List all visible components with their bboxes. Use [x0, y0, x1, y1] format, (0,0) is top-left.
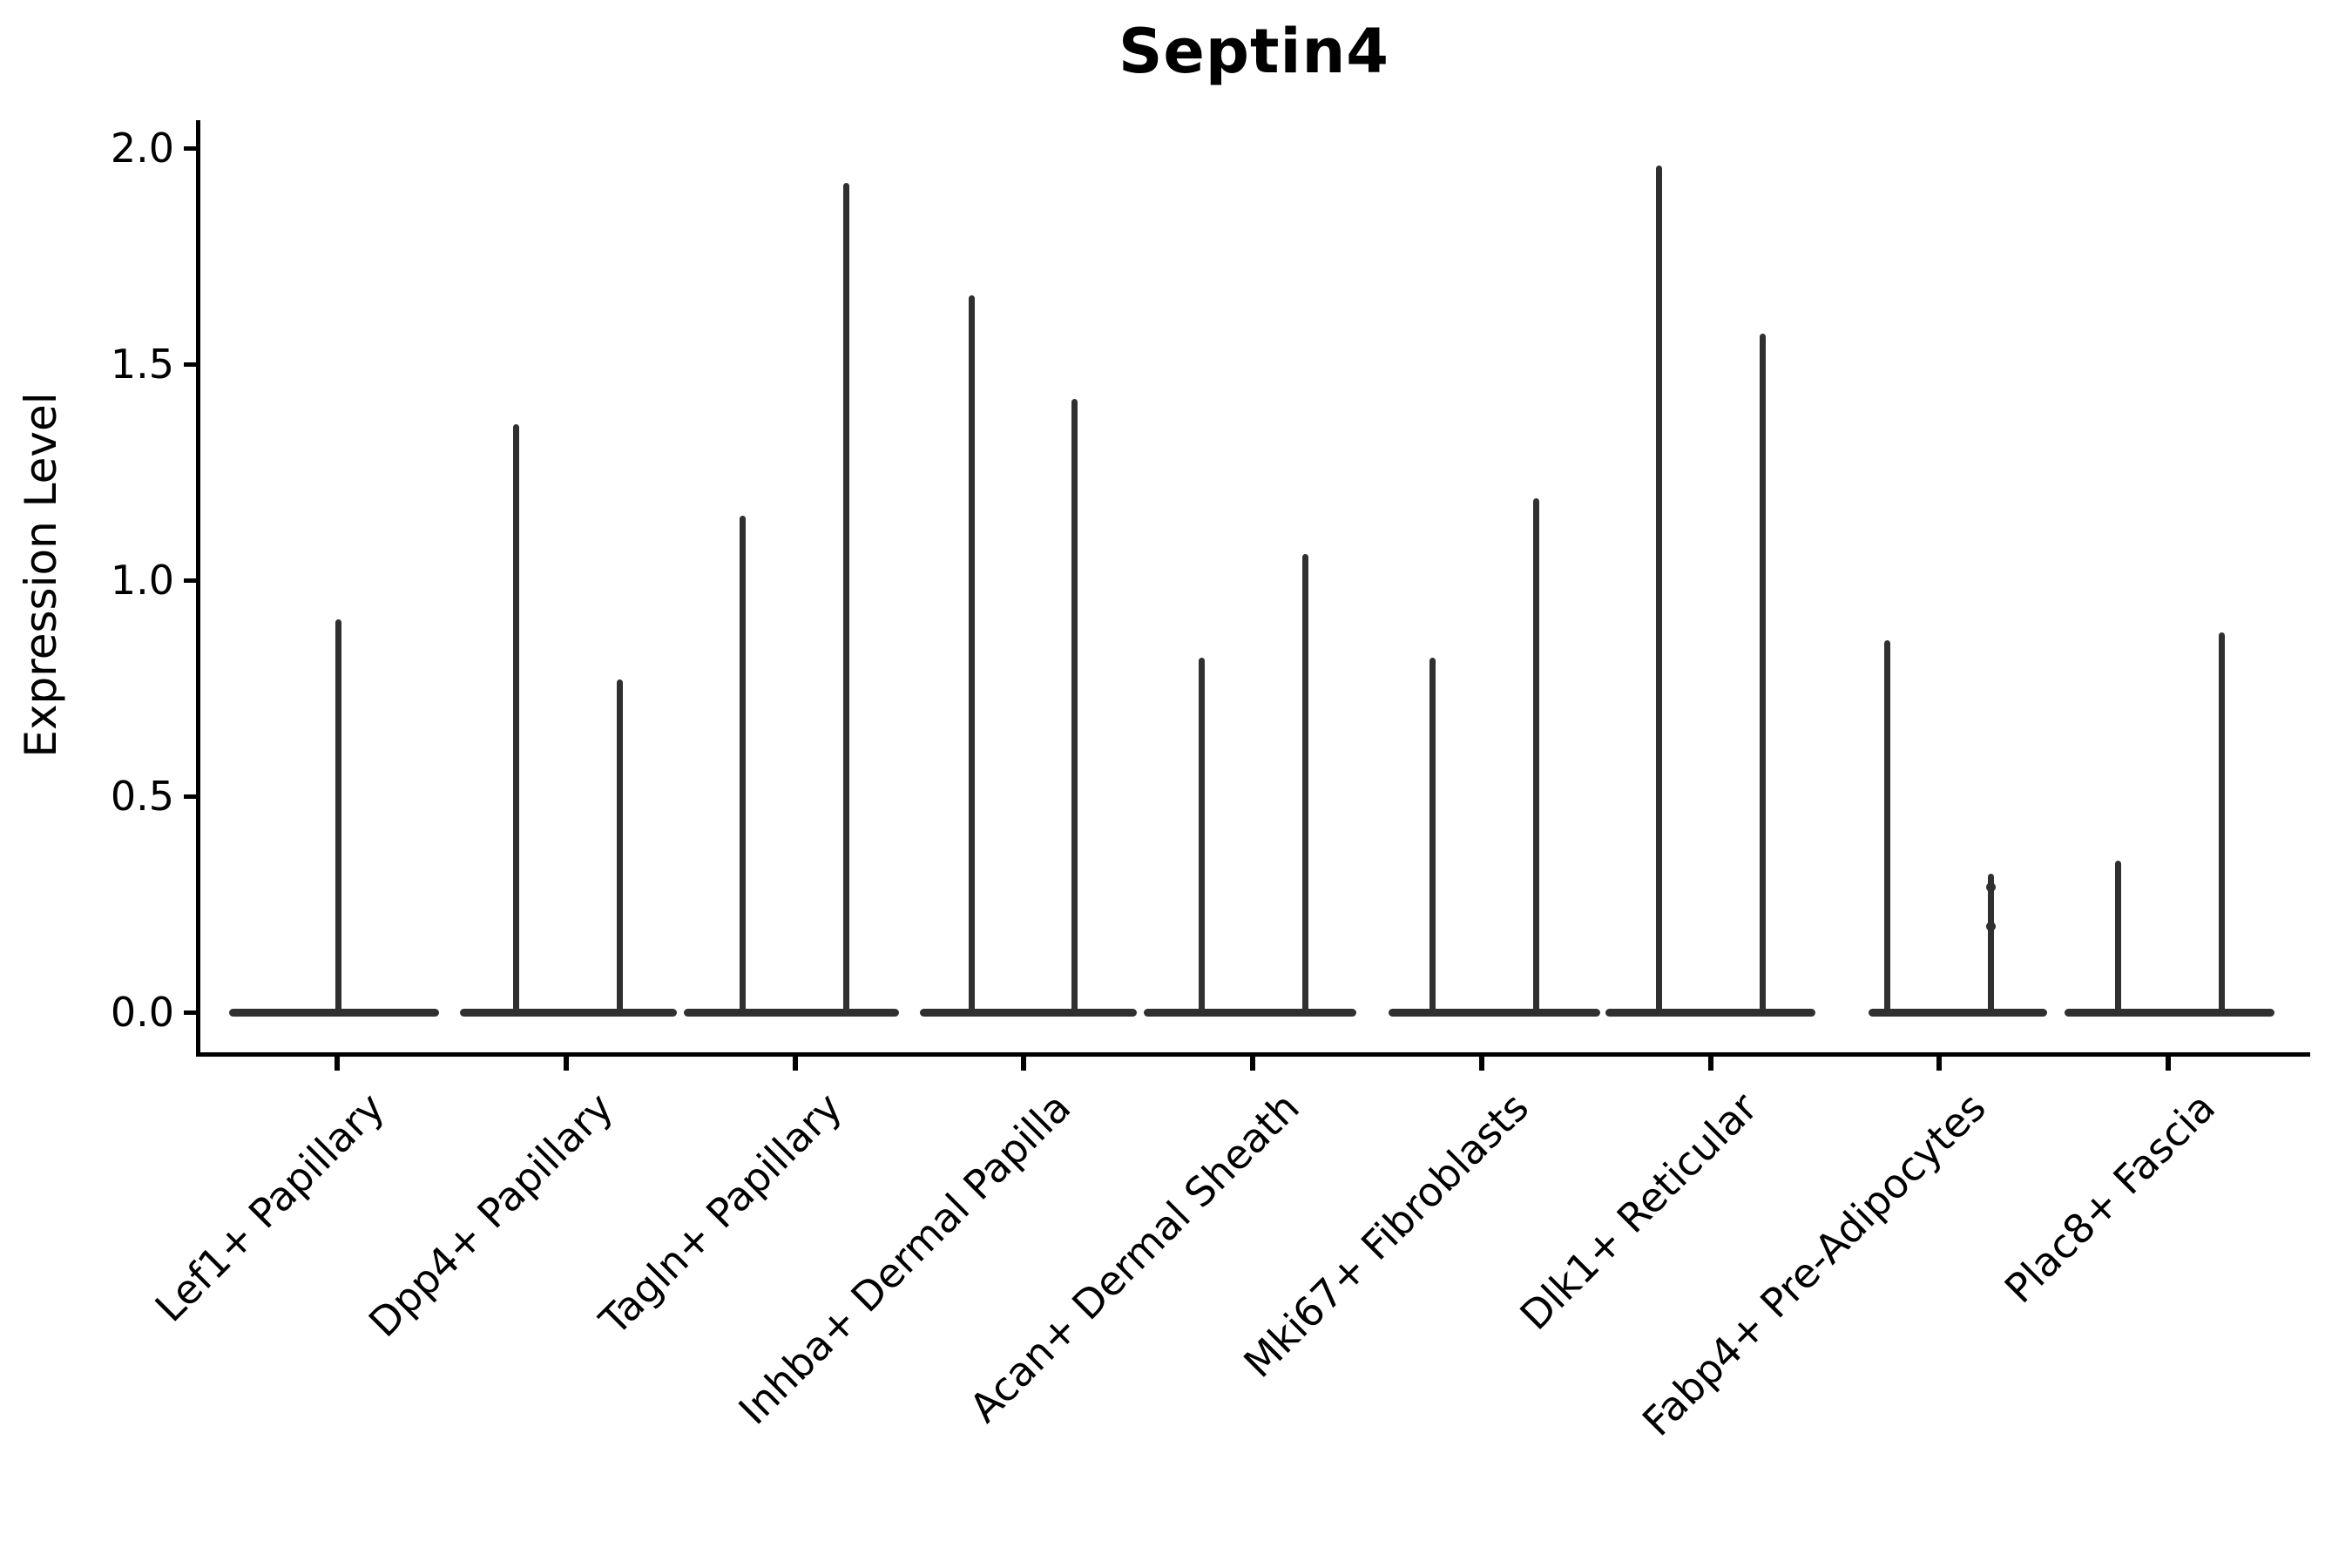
- violin-spike: [1988, 874, 1994, 1016]
- x-tick-label: Tagln+ Papillary: [591, 1083, 852, 1344]
- x-tick-mark: [1479, 1057, 1484, 1071]
- violin-bulge: [1986, 921, 1996, 931]
- y-tick-label: 2.0: [110, 125, 174, 172]
- violin-spike: [1429, 658, 1436, 1016]
- violin-base: [229, 1009, 439, 1017]
- y-tick-label: 1.0: [110, 557, 174, 604]
- x-tick-mark: [1250, 1057, 1255, 1071]
- violin-spike: [513, 424, 519, 1016]
- y-tick-label: 1.5: [110, 341, 174, 388]
- violin-spike: [1884, 640, 1890, 1016]
- violin-base: [1144, 1009, 1356, 1017]
- x-tick-mark: [2166, 1057, 2171, 1071]
- y-tick-mark: [184, 578, 197, 583]
- x-tick-label: Dlk1+ Reticular: [1511, 1083, 1767, 1340]
- violin-spike: [740, 515, 746, 1016]
- y-axis-spine: [196, 120, 200, 1057]
- x-tick-mark: [335, 1057, 340, 1071]
- violin-base: [2065, 1009, 2274, 1017]
- violin-spike: [843, 182, 849, 1016]
- violin-base: [1869, 1009, 2047, 1017]
- y-tick-mark: [184, 1010, 197, 1015]
- violin-base: [920, 1009, 1137, 1017]
- x-tick-label: Lef1+ Papillary: [145, 1083, 394, 1331]
- violin-base: [1389, 1009, 1600, 1017]
- y-tick-label: 0.0: [110, 989, 174, 1036]
- x-tick-mark: [564, 1057, 569, 1071]
- violin-spike: [969, 294, 975, 1016]
- x-tick-mark: [1936, 1057, 1942, 1071]
- x-tick-mark: [1021, 1057, 1026, 1071]
- violin-spike: [1533, 497, 1539, 1016]
- y-tick-label: 0.5: [110, 773, 174, 820]
- violin-spike: [1302, 554, 1308, 1016]
- violin-spike: [335, 618, 341, 1016]
- y-tick-mark: [184, 146, 197, 151]
- violin-spike: [1071, 398, 1078, 1016]
- x-axis-spine: [196, 1052, 2310, 1057]
- x-tick-mark: [1708, 1057, 1713, 1071]
- x-tick-label: Plac8+ Fascia: [1995, 1083, 2225, 1313]
- violin-spike: [2115, 861, 2121, 1016]
- y-tick-mark: [184, 362, 197, 367]
- x-tick-mark: [793, 1057, 798, 1071]
- violin-bulge: [1986, 882, 1996, 893]
- y-tick-mark: [184, 794, 197, 799]
- violin-base: [1605, 1009, 1815, 1017]
- chart-title: Septin4: [1119, 16, 1389, 87]
- x-tick-label: Dpp4+ Papillary: [359, 1083, 623, 1347]
- violin-base: [684, 1009, 899, 1017]
- violin-spike: [617, 679, 623, 1016]
- violin-spike: [1199, 658, 1205, 1016]
- violin-spike: [1656, 165, 1662, 1016]
- violin-spike: [1760, 334, 1766, 1016]
- violin-spike: [2219, 632, 2225, 1016]
- violin-base: [460, 1009, 677, 1017]
